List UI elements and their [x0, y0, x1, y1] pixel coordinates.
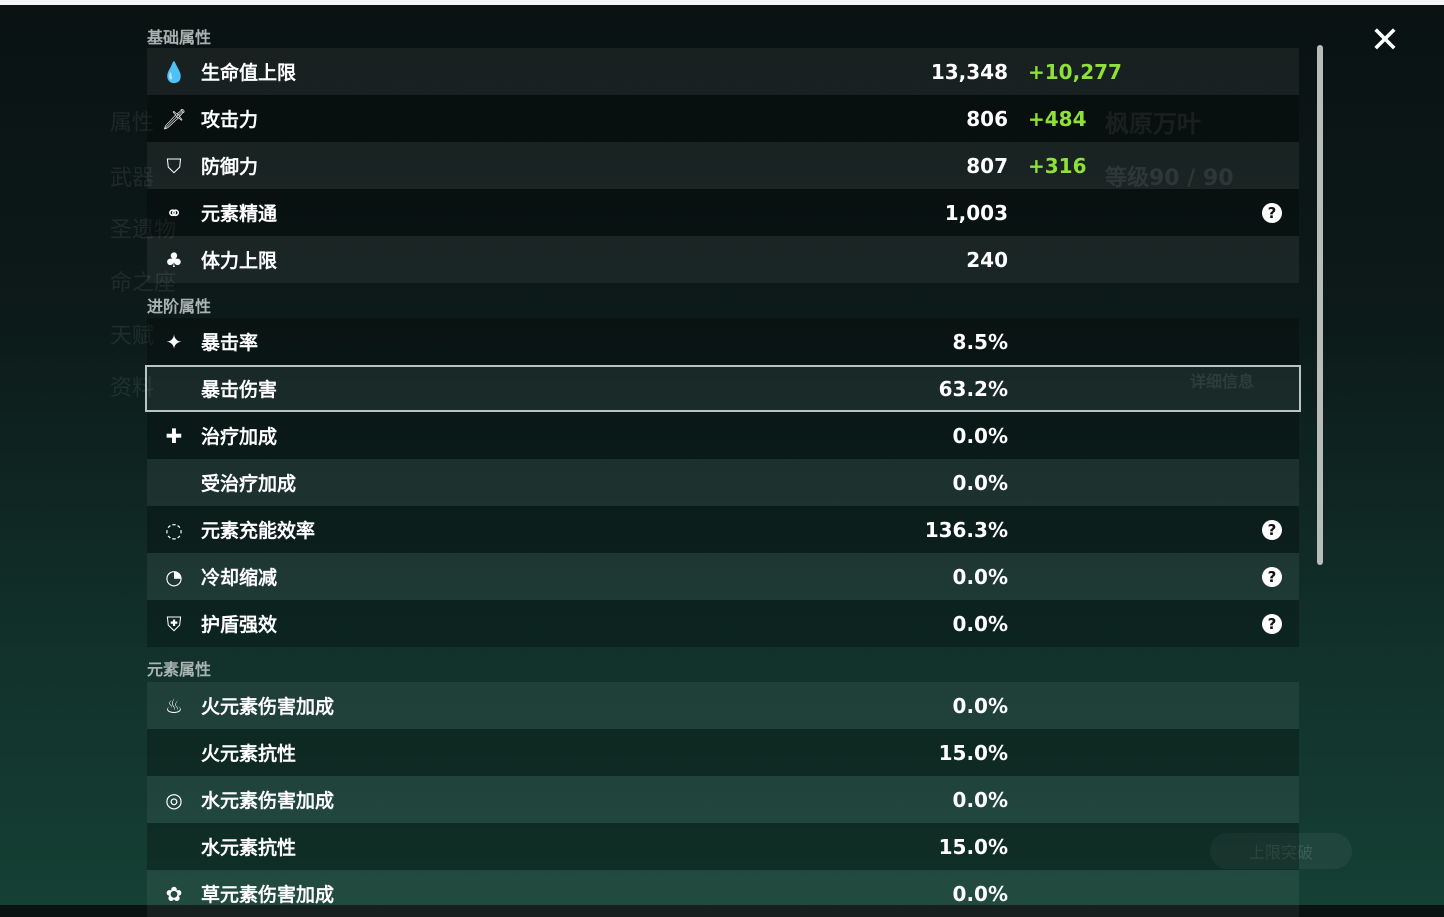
stat-label: 水元素伤害加成 [201, 790, 335, 812]
bg-side-menu-item: 天赋 [110, 324, 155, 349]
shield-icon: ⛉ [166, 153, 182, 178]
shield-strength-icon: ⛨ [166, 611, 182, 636]
close-icon: ✕ [1369, 20, 1401, 61]
pyro-icon: ♨ [165, 693, 183, 718]
bg-details-button: 详细信息 [1190, 372, 1255, 391]
sword-icon: 🗡 [161, 106, 187, 131]
help-icon[interactable]: ? [1262, 202, 1282, 223]
close-button[interactable]: ✕ [1368, 23, 1402, 59]
crit-rate-icon: ✦ [165, 329, 183, 354]
stat-value: 8.5% [952, 329, 1008, 354]
stat-value: 1,003 [944, 200, 1008, 225]
bg-side-menu-item: 圣遗物 [110, 218, 177, 243]
stat-label: 攻击力 [201, 109, 259, 131]
healing-icon: ✚ [165, 423, 183, 448]
elemental-mastery-icon: ⚭ [165, 200, 183, 225]
stat-value: 240 [966, 247, 1008, 272]
stat-row[interactable]: 火元素抗性 15.0% [147, 729, 1299, 776]
section-title: 元素属性 [147, 660, 212, 679]
stat-label: 草元素伤害加成 [201, 884, 335, 906]
top-edge [0, 0, 1444, 5]
scrollbar[interactable] [1317, 45, 1323, 565]
dendro-icon: ✿ [165, 881, 183, 906]
bg-character-name: 枫原万叶 [1105, 110, 1201, 138]
stat-row[interactable]: 🗡 攻击力 806 +484 [147, 95, 1299, 142]
stamina-icon: ♣ [165, 247, 183, 272]
stat-row[interactable]: ⛉ 防御力 807 +316 [147, 142, 1299, 189]
stat-row[interactable]: 暴击伤害 63.2% [145, 365, 1301, 412]
bg-side-menu-item: 武器 [110, 166, 155, 191]
bg-ascend-button: 上限突破 [1210, 833, 1352, 869]
stat-value: 0.0% [952, 787, 1008, 812]
energy-recharge-icon: ◌ [165, 517, 183, 542]
stat-row[interactable]: 受治疗加成 0.0% [147, 459, 1299, 506]
stat-label: 防御力 [201, 156, 259, 178]
stat-value: 63.2% [938, 376, 1008, 401]
stat-label: 水元素抗性 [201, 837, 297, 859]
stat-row[interactable]: ♨ 火元素伤害加成 0.0% [147, 682, 1299, 729]
stat-bonus: +10,277 [1028, 59, 1122, 84]
hydro-icon: ◎ [165, 787, 183, 812]
stat-value: 0.0% [952, 611, 1008, 636]
bg-level: 等级90 / 90 [1105, 166, 1234, 191]
stat-value: 15.0% [938, 740, 1008, 765]
hp-drop-icon: 💧 [161, 59, 187, 84]
stat-label: 治疗加成 [201, 426, 278, 448]
stat-value: 13,348 [930, 59, 1008, 84]
stat-label: 元素精通 [201, 203, 278, 225]
cooldown-icon: ◔ [165, 564, 183, 589]
help-icon[interactable]: ? [1262, 519, 1282, 540]
stat-value: 806 [966, 106, 1008, 131]
stat-row[interactable]: ⛨ 护盾强效 0.0%? [147, 600, 1299, 647]
stat-label: 火元素伤害加成 [201, 696, 335, 718]
stat-label: 暴击率 [201, 332, 259, 354]
stat-row[interactable]: ◌ 元素充能效率 136.3%? [147, 506, 1299, 553]
help-icon[interactable]: ? [1262, 566, 1282, 587]
stat-row[interactable]: ✚ 治疗加成 0.0% [147, 412, 1299, 459]
stat-label: 受治疗加成 [201, 473, 297, 495]
stat-row[interactable]: ✿ 草元素伤害加成 0.0% [147, 870, 1299, 917]
help-icon[interactable]: ? [1262, 613, 1282, 634]
stat-bonus: +316 [1028, 153, 1087, 178]
bg-side-menu-item: 命之座 [110, 271, 177, 296]
stat-value: 136.3% [924, 517, 1008, 542]
stat-value: 0.0% [952, 881, 1008, 906]
stat-row[interactable]: 水元素抗性 15.0% [147, 823, 1299, 870]
stat-label: 体力上限 [201, 250, 278, 272]
stat-label: 火元素抗性 [201, 743, 297, 765]
stat-label: 暴击伤害 [201, 379, 278, 401]
stat-row[interactable]: ◔ 冷却缩减 0.0%? [147, 553, 1299, 600]
stat-bonus: +484 [1028, 106, 1087, 131]
stat-label: 生命值上限 [201, 62, 297, 84]
stat-value: 15.0% [938, 834, 1008, 859]
stat-value: 0.0% [952, 693, 1008, 718]
bg-side-menu-item: 属性 [110, 111, 155, 136]
stat-value: 0.0% [952, 470, 1008, 495]
stat-row[interactable]: 💧 生命值上限 13,348 +10,277 [147, 48, 1299, 95]
stat-row[interactable]: ◎ 水元素伤害加成 0.0% [147, 776, 1299, 823]
stat-label: 护盾强效 [201, 614, 278, 636]
section-title: 基础属性 [147, 28, 212, 47]
stat-value: 0.0% [952, 564, 1008, 589]
stat-row[interactable]: ✦ 暴击率 8.5% [147, 318, 1299, 365]
crit-dmg-icon [162, 377, 186, 401]
stat-row[interactable]: ⚭ 元素精通 1,003? [147, 189, 1299, 236]
stat-row[interactable]: ♣ 体力上限 240 [147, 236, 1299, 283]
stat-value: 807 [966, 153, 1008, 178]
stat-label: 冷却缩减 [201, 567, 278, 589]
section-title: 进阶属性 [147, 297, 212, 316]
stat-value: 0.0% [952, 423, 1008, 448]
stat-label: 元素充能效率 [201, 520, 316, 542]
